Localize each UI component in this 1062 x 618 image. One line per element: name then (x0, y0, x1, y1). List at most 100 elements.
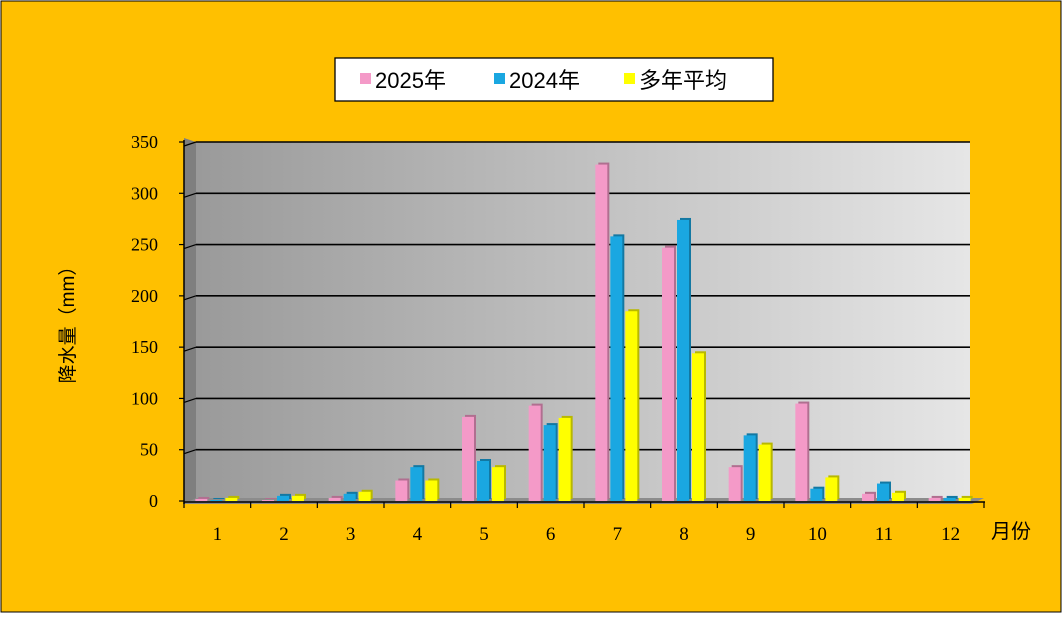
bar-face (195, 498, 208, 501)
axes (179, 140, 985, 508)
legend-item-1: 2025年 (360, 68, 446, 93)
bar-face (728, 467, 741, 501)
bar-4-1 (395, 478, 410, 501)
x-tick-label: 11 (875, 524, 893, 545)
x-tick-label: 5 (479, 524, 489, 545)
bar-face (492, 467, 504, 501)
x-tick-label: 9 (746, 524, 756, 545)
bar-face (477, 460, 489, 501)
bar-face (862, 493, 874, 501)
legend: 2025年 2024年 多年平均 (334, 57, 774, 102)
bar-side (331, 495, 343, 499)
bar-face (543, 425, 556, 501)
plot-area (184, 138, 984, 504)
bar-face (743, 435, 756, 501)
bar-1-3 (225, 495, 240, 501)
gridline-side (183, 295, 197, 301)
y-tick-label: 250 (131, 235, 158, 255)
bar-face (758, 444, 771, 501)
plot-wall (196, 142, 970, 500)
legend-label: 2024年 (509, 68, 580, 93)
bar-8-1 (662, 245, 676, 501)
legend-box (334, 57, 774, 102)
bar-5-1 (462, 414, 476, 501)
gridline-side (183, 346, 197, 352)
legend-item-2: 2024年 (494, 68, 580, 93)
y-tick-label: 150 (131, 337, 158, 357)
bar-1-1 (195, 496, 210, 501)
bar-face (410, 467, 423, 501)
gridline-side (183, 244, 197, 250)
bar-face (225, 497, 238, 501)
bar-face (528, 405, 541, 501)
bar-face (595, 164, 608, 501)
bar-9-1 (728, 465, 743, 501)
x-tick-label: 1 (213, 524, 223, 545)
bar-6-1 (528, 403, 543, 501)
bar-2-3 (292, 493, 306, 501)
bar-10-1 (795, 401, 810, 501)
bar-side (265, 497, 276, 499)
legend-label: 2025年 (375, 68, 446, 93)
bar-12-1 (928, 495, 943, 501)
gridline-side (183, 449, 197, 455)
bar-face (662, 247, 674, 501)
bar-6-2 (543, 423, 558, 501)
bar-10-2 (810, 486, 825, 501)
bar-5-2 (477, 458, 491, 501)
bar-face (210, 499, 223, 501)
bar-face (877, 483, 889, 501)
bar-face (558, 417, 571, 501)
x-tick-labels: 1 2 3 4 5 6 7 8 9 10 11 12 (213, 524, 961, 545)
x-axis-label: 月份 (991, 520, 1031, 543)
plot-side-wall (184, 138, 196, 504)
legend-swatch (624, 73, 635, 84)
bar-face (625, 311, 638, 501)
legend-swatch (360, 73, 371, 84)
legend-swatch (494, 73, 505, 84)
y-tick-label: 200 (131, 286, 158, 306)
y-tick-label: 350 (131, 132, 158, 152)
x-tick-label: 4 (413, 524, 423, 545)
bar-9-2 (743, 433, 758, 501)
bar-5-3 (492, 465, 506, 501)
bar-3-2 (343, 491, 358, 501)
bar-face (328, 497, 341, 501)
bar-3-1 (328, 495, 343, 501)
x-tick-label: 6 (546, 524, 556, 545)
bar-8-2 (677, 217, 691, 501)
y-tick-label: 300 (131, 183, 158, 203)
bar-7-2 (610, 234, 625, 501)
bar-face (610, 236, 623, 501)
x-tick-label: 8 (679, 524, 689, 545)
bar-11-3 (892, 490, 906, 501)
y-axis-label: 降水量（mm） (57, 257, 79, 384)
y-tick-label: 50 (140, 440, 158, 460)
bar-side (228, 495, 240, 499)
bar-face (810, 488, 823, 501)
bar-9-3 (758, 442, 773, 501)
bar-12-2 (943, 495, 958, 501)
x-tick-label: 7 (613, 524, 623, 545)
bar-face (958, 497, 971, 501)
bar-face (825, 477, 838, 501)
bar-6-3 (558, 415, 573, 501)
bar-side (213, 497, 225, 499)
bar-face (462, 416, 474, 501)
bar-7-3 (625, 309, 640, 501)
bar-3-3 (358, 489, 373, 501)
bar-face (943, 497, 956, 501)
bar-1-2 (210, 497, 225, 501)
bar-8-3 (692, 351, 706, 501)
bar-face (262, 499, 274, 501)
bar-4-3 (425, 478, 440, 501)
y-tick-labels: 0 50 100 150 200 250 300 350 (131, 132, 158, 511)
legend-label: 多年平均 (639, 68, 727, 93)
bar-10-3 (825, 475, 840, 501)
bar-face (425, 480, 438, 501)
x-tick-label: 12 (941, 524, 960, 545)
bar-face (677, 219, 689, 501)
gridline-side (183, 141, 197, 147)
bar-12-3 (958, 495, 973, 501)
